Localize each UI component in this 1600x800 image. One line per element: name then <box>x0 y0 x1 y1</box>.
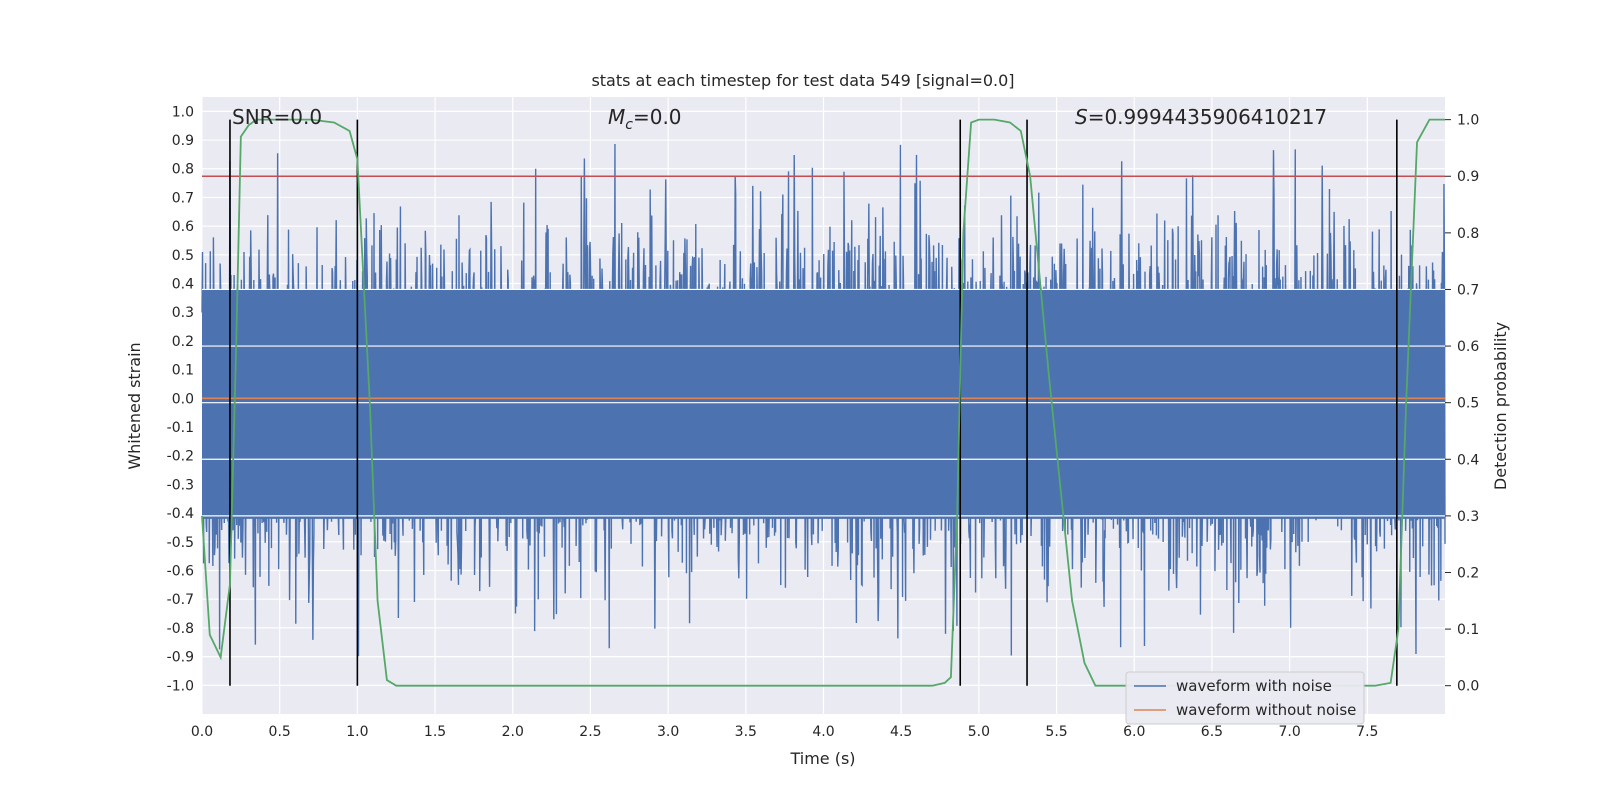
x-tick-label: 5.5 <box>1045 724 1067 740</box>
mc-symbol: M <box>608 105 625 129</box>
x-tick-label: 6.5 <box>1201 724 1223 740</box>
s-annotation: S=0.9994435906410217 <box>1075 105 1327 129</box>
y-tick-label: 0.2 <box>172 334 194 350</box>
y-tick-label: 0.8 <box>172 162 194 178</box>
y-tick-label: -0.8 <box>167 621 194 637</box>
noise-core-band <box>202 289 1445 519</box>
y-tick-label: 0.5 <box>172 248 194 264</box>
chart-title: stats at each timestep for test data 549… <box>591 71 1014 90</box>
x-axis-title: Time (s) <box>789 749 855 768</box>
x-tick-label: 5.0 <box>968 724 990 740</box>
x-tick-label: 0.0 <box>191 724 213 740</box>
y2-tick-label: 0.0 <box>1457 679 1479 695</box>
x-tick-label: 3.5 <box>735 724 757 740</box>
legend-label-noise: waveform with noise <box>1176 677 1332 695</box>
y2-tick-label: 0.6 <box>1457 339 1479 355</box>
y-tick-label: 0.7 <box>172 190 194 206</box>
y-tick-label: 0.9 <box>172 133 194 149</box>
y-tick-label: -0.7 <box>167 592 194 608</box>
y-tick-label: -1.0 <box>167 678 194 694</box>
y2-axis-title: Detection probability <box>1491 322 1510 490</box>
y-tick-label: 0.3 <box>172 305 194 321</box>
x-tick-label: 0.5 <box>269 724 291 740</box>
s-symbol: S <box>1075 105 1088 129</box>
y2-tick-label: 0.7 <box>1457 282 1479 298</box>
y2-tick-label: 0.3 <box>1457 509 1479 525</box>
mc-annotation: Mc=0.0 <box>608 105 682 133</box>
x-tick-label: 1.0 <box>346 724 368 740</box>
y2-tick-label: 0.9 <box>1457 169 1479 185</box>
x-tick-label: 2.0 <box>502 724 524 740</box>
y-tick-label: -0.4 <box>167 506 194 522</box>
y2-tick-label: 0.2 <box>1457 565 1479 581</box>
y-tick-label: 0.6 <box>172 219 194 235</box>
x-tick-label: 3.0 <box>657 724 679 740</box>
y2-tick-label: 0.5 <box>1457 396 1479 412</box>
x-tick-label: 4.5 <box>890 724 912 740</box>
y-tick-label: 0.0 <box>172 391 194 407</box>
y2-tick-label: 0.4 <box>1457 452 1479 468</box>
x-tick-label: 6.0 <box>1123 724 1145 740</box>
y-tick-label: -0.3 <box>167 477 194 493</box>
x-tick-label: 4.0 <box>812 724 834 740</box>
y-tick-label: -0.5 <box>167 535 194 551</box>
x-tick-label: 2.5 <box>579 724 601 740</box>
y-tick-label: -0.9 <box>167 650 194 666</box>
y2-tick-label: 0.8 <box>1457 226 1479 242</box>
y2-tick-label: 1.0 <box>1457 113 1479 129</box>
y-tick-label: -0.2 <box>167 449 194 465</box>
y-tick-label: -0.6 <box>167 564 194 580</box>
mc-subscript: c <box>625 117 633 133</box>
y-axis-title: Whitened strain <box>125 342 144 469</box>
y2-tick-label: 0.1 <box>1457 622 1479 638</box>
y-tick-label: -0.1 <box>167 420 194 436</box>
snr-annotation: SNR=0.0 <box>232 105 322 129</box>
x-tick-label: 7.0 <box>1278 724 1300 740</box>
x-tick-label: 1.5 <box>424 724 446 740</box>
legend-label-clean: waveform without noise <box>1176 701 1356 719</box>
mc-value: =0.0 <box>633 105 682 129</box>
legend: waveform with noise waveform without noi… <box>1125 671 1365 725</box>
y-tick-label: 0.4 <box>172 277 194 293</box>
y-tick-label: 0.1 <box>172 363 194 379</box>
s-value: =0.9994435906410217 <box>1088 105 1327 129</box>
x-tick-label: 7.5 <box>1356 724 1378 740</box>
y-tick-label: 1.0 <box>172 104 194 120</box>
legend-box <box>1125 671 1365 725</box>
